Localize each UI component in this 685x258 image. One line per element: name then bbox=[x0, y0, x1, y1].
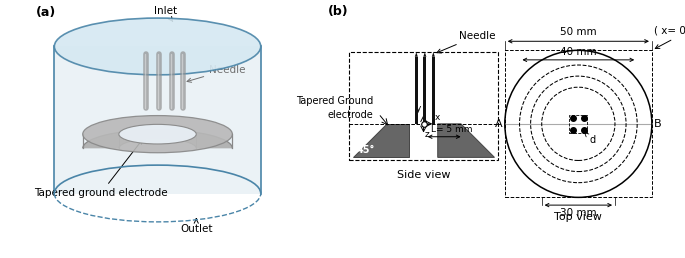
Text: Top view: Top view bbox=[554, 212, 602, 222]
Text: z: z bbox=[425, 130, 429, 139]
Polygon shape bbox=[415, 52, 418, 57]
Bar bbox=[423, 57, 426, 124]
Ellipse shape bbox=[119, 124, 196, 144]
Ellipse shape bbox=[54, 18, 261, 75]
Text: 50 mm: 50 mm bbox=[560, 27, 597, 37]
Polygon shape bbox=[423, 52, 426, 57]
Polygon shape bbox=[54, 46, 261, 194]
Polygon shape bbox=[83, 130, 232, 148]
Text: 45°: 45° bbox=[356, 145, 375, 155]
Text: (a): (a) bbox=[36, 6, 57, 19]
Bar bbox=[569, 115, 587, 133]
Text: Inlet: Inlet bbox=[153, 6, 177, 21]
Text: (b): (b) bbox=[328, 5, 349, 18]
Text: y: y bbox=[416, 104, 421, 113]
Ellipse shape bbox=[83, 116, 232, 153]
Text: 40 mm: 40 mm bbox=[560, 47, 597, 57]
Bar bbox=[415, 57, 418, 124]
Bar bbox=[432, 57, 435, 124]
Text: L= 5 mm: L= 5 mm bbox=[431, 125, 473, 134]
Text: x: x bbox=[435, 113, 440, 122]
Bar bbox=[349, 52, 499, 160]
Text: Side view: Side view bbox=[397, 170, 450, 180]
Text: ( x= 0, y= 0): ( x= 0, y= 0) bbox=[654, 26, 685, 49]
Text: Tapered ground electrode: Tapered ground electrode bbox=[34, 140, 168, 198]
Text: Needle: Needle bbox=[437, 31, 496, 53]
Text: Needle: Needle bbox=[187, 65, 246, 82]
Text: B: B bbox=[653, 119, 661, 129]
Polygon shape bbox=[438, 124, 495, 157]
Text: Outlet: Outlet bbox=[180, 219, 212, 235]
Text: 30 mm: 30 mm bbox=[560, 208, 597, 218]
Polygon shape bbox=[432, 52, 435, 57]
Text: d: d bbox=[584, 133, 595, 145]
Bar bbox=[505, 50, 652, 197]
Text: A: A bbox=[495, 119, 503, 129]
Polygon shape bbox=[353, 124, 410, 157]
Text: Tapered Ground
electrode: Tapered Ground electrode bbox=[296, 96, 373, 120]
